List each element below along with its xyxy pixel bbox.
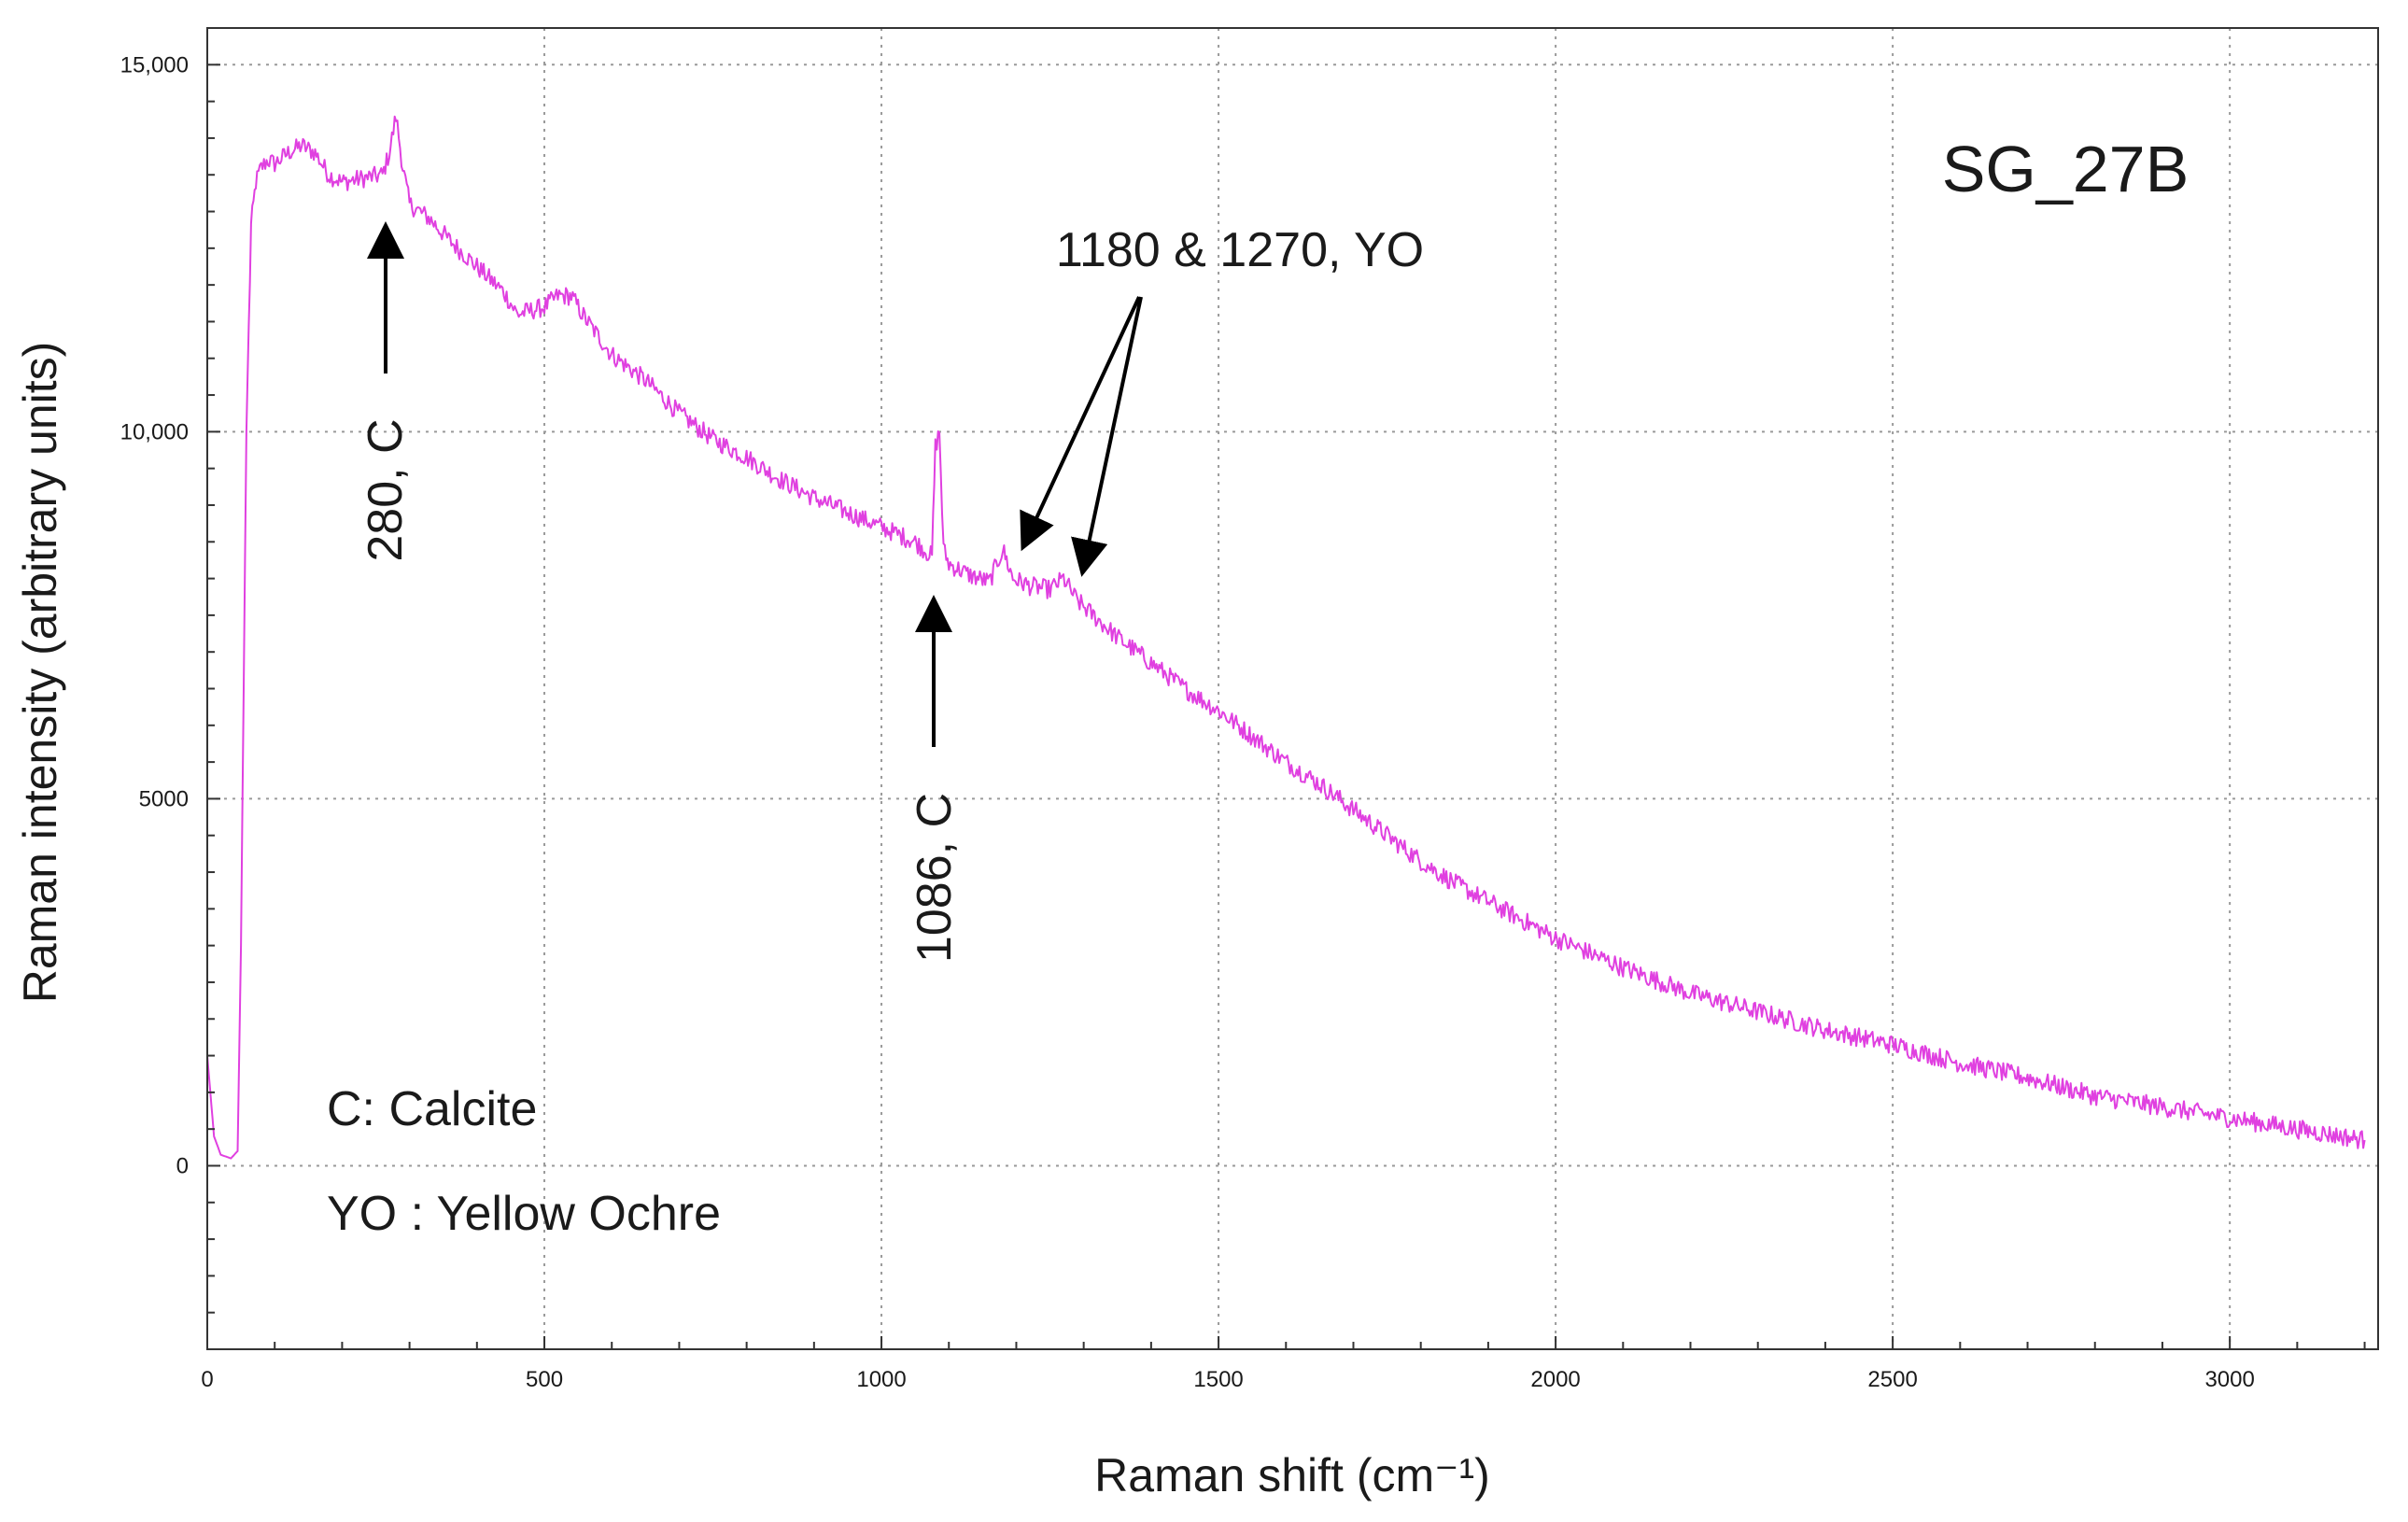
annotation-yo-label: 1180 & 1270, YO bbox=[1056, 223, 1424, 277]
annotation-1086: 1086, C bbox=[908, 595, 962, 963]
sample-label: SG_27B bbox=[1942, 133, 2190, 205]
x-tick-label: 2500 bbox=[1867, 1367, 1917, 1392]
arrow-yo-1270 bbox=[1071, 296, 1143, 577]
legend-calcite: C: Calcite bbox=[327, 1082, 537, 1136]
x-tick-label: 1500 bbox=[1193, 1367, 1243, 1392]
plot-background bbox=[207, 28, 2378, 1349]
y-tick-label: 15,000 bbox=[120, 52, 189, 78]
legend-yellow-ochre: YO : Yellow Ochre bbox=[327, 1187, 721, 1241]
y-tick-label: 0 bbox=[176, 1153, 189, 1178]
axis-tick-labels: 0 500 1000 1500 2000 2500 3000 0 5000 10,000 15,00… bbox=[120, 52, 2255, 1392]
y-axis-label: Raman intensity (arbitrary units) bbox=[14, 342, 66, 1004]
x-tick-label: 0 bbox=[201, 1367, 213, 1392]
x-tick-label: 500 bbox=[526, 1367, 563, 1392]
annotation-280: 280, C bbox=[359, 221, 413, 562]
axis-ticks bbox=[206, 27, 2366, 1350]
x-axis-label: Raman shift (cm⁻¹) bbox=[1094, 1449, 1490, 1501]
y-tick-label: 10,000 bbox=[120, 419, 189, 444]
x-tick-label: 1000 bbox=[856, 1367, 906, 1392]
y-tick-label: 5000 bbox=[139, 786, 189, 811]
annotation-280-label: 280, C bbox=[359, 418, 413, 561]
annotation-1086-label: 1086, C bbox=[908, 793, 962, 963]
grid bbox=[207, 28, 2378, 1350]
series-line bbox=[206, 115, 2366, 1160]
x-tick-label: 3000 bbox=[2204, 1367, 2254, 1392]
arrow-yo-1180 bbox=[1020, 296, 1141, 552]
series-layer bbox=[206, 115, 2366, 1160]
x-tick-label: 2000 bbox=[1530, 1367, 1580, 1392]
annotation-yo: 1180 & 1270, YO bbox=[1020, 223, 1424, 577]
